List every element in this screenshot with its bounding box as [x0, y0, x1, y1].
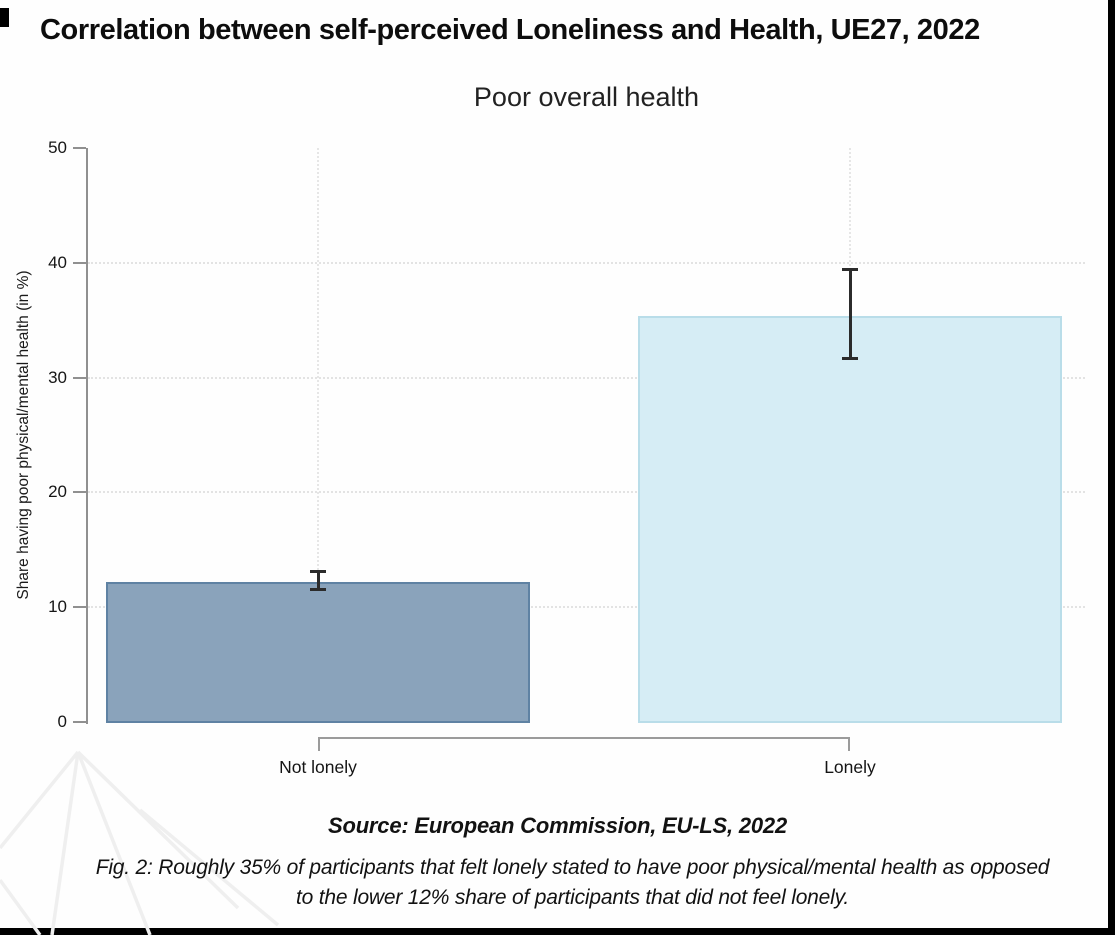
- bar-lonely: [638, 315, 1062, 723]
- source-text: Source: European Commission, EU-LS, 2022: [327, 813, 787, 838]
- y-axis-tick-label: 0: [57, 712, 67, 731]
- y-axis-tick: [73, 261, 86, 264]
- y-axis-tick-label: 40: [48, 252, 67, 272]
- page-right-border: [1108, 0, 1115, 935]
- y-axis-tick-label: 10: [48, 597, 67, 617]
- y-axis-tick-label: 50: [48, 138, 67, 157]
- y-axis-tick: [73, 721, 86, 723]
- gridline-horizontal: [88, 376, 1085, 379]
- gridline-horizontal: [88, 261, 1085, 264]
- y-axis-tick-label: 20: [48, 482, 67, 502]
- page-bottom-border: [0, 928, 1115, 935]
- gridline-vertical: [317, 148, 319, 722]
- error-bar-line: [848, 269, 852, 359]
- y-axis-line: [86, 148, 88, 724]
- y-axis-tick-label: 30: [48, 367, 67, 387]
- error-bar-cap: [310, 570, 326, 574]
- y-axis-tick: [73, 147, 86, 149]
- page-corner-mark: [0, 8, 9, 27]
- y-axis-tick: [73, 491, 86, 494]
- error-bar-cap: [842, 268, 858, 272]
- chart-title: Poor overall health: [473, 82, 700, 112]
- error-bar-cap: [842, 356, 858, 360]
- category-bracket: [318, 737, 850, 751]
- error-bar-cap: [310, 588, 326, 592]
- bar-not-lonely: [106, 581, 530, 723]
- gridline-horizontal: [88, 491, 1085, 494]
- category-label-not-lonely: Not lonely: [279, 757, 357, 777]
- figure-caption: Fig. 2: Roughly 35% of participants that…: [95, 856, 1050, 909]
- page-title: Correlation between self-perceived Lonel…: [40, 14, 980, 46]
- category-label-lonely: Lonely: [824, 757, 876, 777]
- gridline-horizontal: [88, 606, 1085, 609]
- y-axis-tick: [73, 606, 86, 609]
- error-bar-line: [316, 571, 320, 590]
- y-axis-tick: [73, 376, 86, 379]
